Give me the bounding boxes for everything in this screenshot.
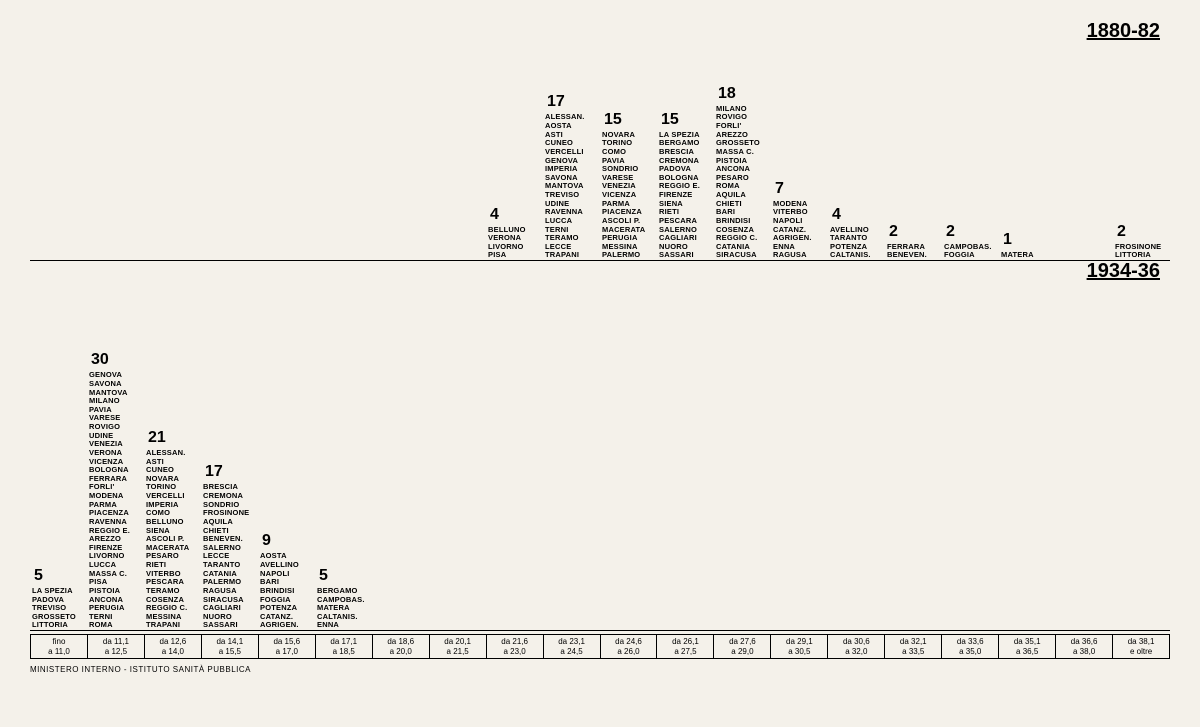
chart-column: 17 BRESCIACREMONASONDRIOFROSINONEAQUILACH… [201,463,258,630]
chart-column: 21 ALESSAN.ASTICUNEONOVARATORINOVERCELLII… [144,429,201,630]
axis-label: da 36,6a 38,0 [1056,635,1113,658]
chart-column: 15 LA SPEZIABERGAMOBRESCIACREMONAPADOVABO… [657,111,714,260]
axis-label: da 35,1a 36,5 [999,635,1056,658]
axis-label: da 23,1a 24,5 [544,635,601,658]
chart-column: 5 LA SPEZIAPADOVATREVISOGROSSETOLITTORIA [30,567,87,630]
chart-column [999,628,1056,630]
column-items: BERGAMOCAMPOBAS.MATERACALTANIS.ENNA [317,587,365,630]
column-count: 17 [545,93,565,111]
column-items: ALESSAN.ASTICUNEONOVARATORINOVERCELLIIMP… [146,449,189,630]
column-count: 15 [602,111,622,129]
chart-column: 9 AOSTAAVELLINONAPOLIBARIBRINDISIFOGGIAPO… [258,532,315,630]
chart-column [1056,628,1113,630]
column-items: LA SPEZIAPADOVATREVISOGROSSETOLITTORIA [32,587,76,630]
columns-top: 4BELLUNOVERONALIVORNOPISA17ALESSAN.AOSTA… [30,20,1170,261]
chart-column: 18 MILANOROVIGOFORLI'AREZZOGROSSETOMASSA … [714,85,771,260]
chart-column [429,628,486,630]
column-count: 18 [716,85,736,103]
chart-column [657,628,714,630]
column-count: 4 [830,206,841,224]
chart-column [543,628,600,630]
column-count: 1 [1001,231,1012,249]
chart-column [372,628,429,630]
column-count: 5 [317,567,328,585]
column-count: 2 [887,223,898,241]
column-count: 21 [146,429,166,447]
axis-label: da 29,1a 30,5 [771,635,828,658]
axis-label: da 32,1a 33,5 [885,635,942,658]
axis-label: finoa 11,0 [31,635,88,658]
column-items: GENOVASAVONAMANTOVAMILANOPAVIAVARESEROVI… [89,371,130,630]
column-count: 17 [203,463,223,481]
chart-column: 4 AVELLINOTARANTOPOTENZACALTANIS. [828,206,885,261]
axis-label: da 26,1a 27,5 [657,635,714,658]
chart-column [600,628,657,630]
column-items: MODENAVITERBONAPOLICATANZ.AGRIGEN.ENNARA… [773,200,812,260]
columns-bottom: 5 LA SPEZIAPADOVATREVISOGROSSETOLITTORIA 3… [30,260,1170,631]
chart-column [1113,628,1170,630]
chart-column: 30 GENOVASAVONAMANTOVAMILANOPAVIAVARESERO… [87,351,144,630]
column-items: AVELLINOTARANTOPOTENZACALTANIS. [830,226,871,261]
chart-column: 2 FERRARABENEVEN. [885,223,942,260]
axis-label: da 38,1e oltre [1113,635,1169,658]
chart-column: 4 BELLUNOVERONALIVORNOPISA [486,206,543,261]
chart-column [885,628,942,630]
chart-column [714,628,771,630]
column-items: CAMPOBAS.FOGGIA [944,243,992,260]
axis-label: da 24,6a 26,0 [601,635,658,658]
chart-column: 17 ALESSAN.AOSTAASTICUNEOVERCELLIGENOVAIM… [543,93,600,260]
chart-column [828,628,885,630]
chart-1880-82: 1880-82 4BELLUNOVERONALIVORNOPISA17ALESS… [30,20,1170,260]
column-count: 4 [488,206,499,224]
column-items: NOVARATORINOCOMOPAVIASONDRIOVARESEVENEZI… [602,131,645,260]
column-count: 2 [1115,223,1126,241]
axis-label: da 14,1a 15,5 [202,635,259,658]
column-count: 7 [773,180,784,198]
column-items: MATERA [1001,251,1034,260]
axis-label: da 27,6a 29,0 [714,635,771,658]
column-items: ALESSAN.AOSTAASTICUNEOVERCELLIGENOVAIMPE… [545,113,585,260]
chart-column [486,628,543,630]
axis-label: da 20,1a 21,5 [430,635,487,658]
column-count: 30 [89,351,109,369]
column-count: 15 [659,111,679,129]
chart-column: 2 CAMPOBAS.FOGGIA [942,223,999,260]
axis-label: da 12,6a 14,0 [145,635,202,658]
axis-label: da 17,1a 18,5 [316,635,373,658]
column-items: MILANOROVIGOFORLI'AREZZOGROSSETOMASSA C.… [716,105,760,260]
axis-label: da 11,1a 12,5 [88,635,145,658]
column-items: LA SPEZIABERGAMOBRESCIACREMONAPADOVABOLO… [659,131,700,260]
axis-label: da 33,6a 35,0 [942,635,999,658]
footer-text: MINISTERO INTERNO - ISTITUTO SANITÀ PUBB… [30,665,1170,674]
period-label-bottom: 1934-36 [1087,260,1160,283]
axis-label: da 15,6a 17,0 [259,635,316,658]
axis-label: da 30,6a 32,0 [828,635,885,658]
x-axis: finoa 11,0da 11,1a 12,5da 12,6a 14,0da 1… [30,634,1170,659]
chart-column [942,628,999,630]
column-items: BRESCIACREMONASONDRIOFROSINONEAQUILACHIE… [203,483,249,630]
axis-label: da 18,6a 20,0 [373,635,430,658]
chart-column: 7 MODENAVITERBONAPOLICATANZ.AGRIGEN.ENNAR… [771,180,828,260]
column-items: AOSTAAVELLINONAPOLIBARIBRINDISIFOGGIAPOT… [260,552,299,630]
chart-1934-36: 1934-36 5 LA SPEZIAPADOVATREVISOGROSSETOL… [30,260,1170,630]
period-label-top: 1880-82 [1087,20,1160,43]
axis-label: da 21,6a 23,0 [487,635,544,658]
column-items: FERRARABENEVEN. [887,243,927,260]
column-count: 5 [32,567,43,585]
column-items: FROSINONELITTORIA [1115,243,1161,260]
chart-column: 1 MATERA [999,231,1056,260]
chart-column: 5 BERGAMOCAMPOBAS.MATERACALTANIS.ENNA [315,567,372,630]
column-count: 2 [944,223,955,241]
column-items: BELLUNOVERONALIVORNOPISA [488,226,526,261]
chart-column: 2 FROSINONELITTORIA [1113,223,1170,260]
column-count: 9 [260,532,271,550]
chart-column: 15 NOVARATORINOCOMOPAVIASONDRIOVARESEVENE… [600,111,657,260]
chart-column [771,628,828,630]
